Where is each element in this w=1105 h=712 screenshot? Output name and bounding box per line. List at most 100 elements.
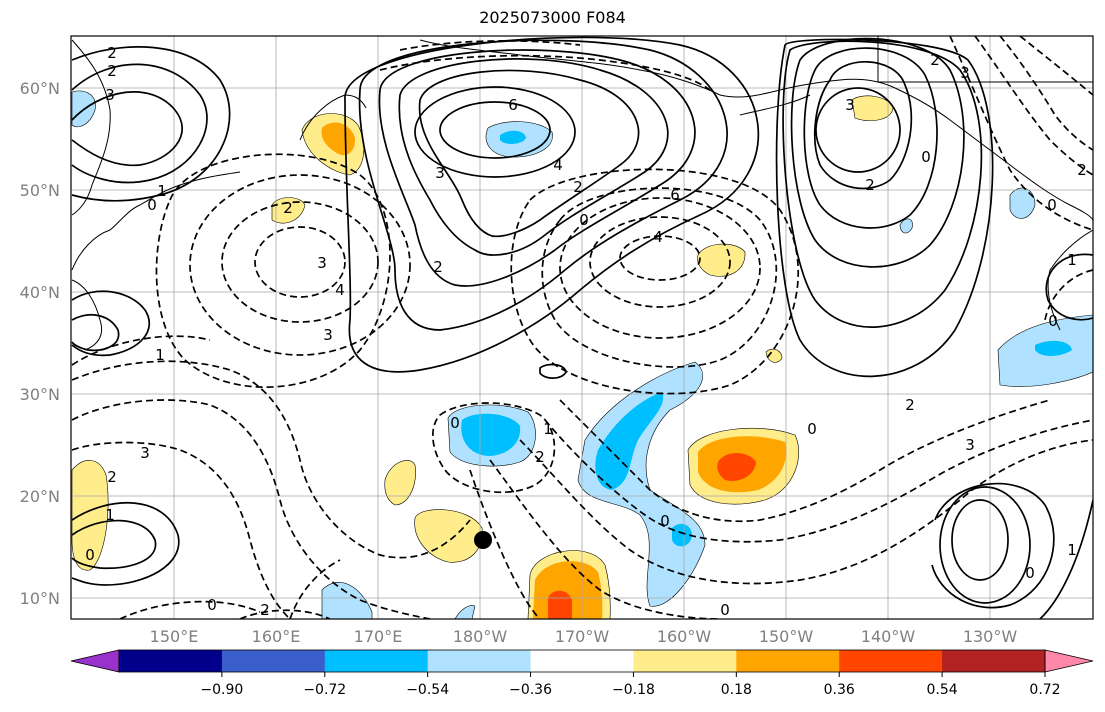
contour-label: 0 — [450, 414, 460, 432]
positive-anomaly-region — [717, 453, 756, 481]
contour-label: 0 — [1025, 564, 1035, 582]
colorbar-extend-min — [70, 649, 120, 673]
contour-label: 0 — [1048, 312, 1058, 330]
negative-anomaly-region — [454, 605, 476, 619]
colorbar: −0.90 −0.72 −0.54 −0.36 −0.18 0.18 0.36 0.54 0.7… — [70, 649, 1094, 698]
negative-anomaly-region — [500, 130, 526, 144]
contour-label: 1 — [1067, 541, 1077, 559]
grid-lines — [71, 36, 1093, 619]
contour-label: 4 — [335, 281, 345, 299]
lon-tick-label: 170°E — [354, 627, 403, 646]
contour-label: 0 — [921, 148, 931, 166]
colorbar-label: 0.54 — [927, 682, 958, 698]
colorbar-segment — [427, 650, 532, 672]
contour-label: 4 — [653, 228, 663, 246]
colorbar-label: 0.72 — [1029, 682, 1060, 698]
positive-anomaly-region — [697, 243, 746, 277]
colorbar-label: −0.72 — [303, 682, 346, 698]
contour-label: 3 — [317, 254, 327, 272]
map-title: 2025073000 F084 — [479, 8, 626, 27]
negative-anomaly-region — [1035, 340, 1072, 356]
colorbar-label: −0.18 — [612, 682, 655, 698]
latitude-axis: 60°N 50°N 40°N 30°N 20°N 10°N — [20, 79, 60, 608]
contour-label: 2 — [433, 258, 443, 276]
lon-tick-label: 170°W — [555, 627, 610, 646]
lon-tick-label: 180°W — [453, 627, 508, 646]
longitude-axis: 150°E 160°E 170°E 180°W 170°W 160°W 150°… — [150, 627, 1018, 646]
lon-tick-label: 160°E — [252, 627, 301, 646]
contour-label: 2 — [260, 601, 270, 619]
negative-anomaly-region — [595, 392, 664, 490]
contour-label: 2 — [107, 468, 117, 486]
contour-label: 6 — [508, 96, 518, 114]
colorbar-segment — [324, 650, 429, 672]
negative-anomaly-region — [1009, 187, 1036, 219]
contour-label: 2 — [107, 44, 117, 62]
lon-tick-label: 130°W — [963, 627, 1018, 646]
contour-label: 1 — [157, 182, 167, 200]
contour-label: 2 — [1077, 161, 1087, 179]
plot-frame — [70, 35, 1094, 620]
lat-tick-label: 20°N — [20, 487, 60, 506]
positive-anomaly-region — [765, 348, 783, 363]
negative-anomaly-region — [461, 413, 521, 456]
positive-anomaly-region — [321, 122, 356, 156]
contour-label: 1 — [1067, 251, 1077, 269]
contour-label: 0 — [660, 512, 670, 530]
contour-label: 2 — [905, 396, 915, 414]
negative-anomaly-region — [899, 218, 913, 234]
contour-label: 3 — [965, 436, 975, 454]
colorbar-segment — [839, 650, 943, 672]
contour-label: 3 — [435, 164, 445, 182]
contour-label: 3 — [105, 86, 115, 104]
positive-anomaly-region — [271, 197, 306, 224]
negative-contours — [71, 36, 1093, 619]
lon-tick-label: 150°W — [759, 627, 814, 646]
storm-marker — [474, 531, 492, 549]
colorbar-extend-max — [1044, 649, 1094, 673]
shading-layer — [71, 90, 1093, 619]
contour-label: 2 — [573, 178, 583, 196]
lat-tick-label: 60°N — [20, 79, 60, 98]
colorbar-segment — [119, 650, 223, 672]
positive-anomaly-region — [414, 509, 483, 563]
lon-tick-label: 140°W — [861, 627, 916, 646]
contour-label: 0 — [579, 211, 589, 229]
contour-label: 0 — [147, 196, 157, 214]
lon-tick-label: 150°E — [150, 627, 199, 646]
contour-label: 0 — [85, 546, 95, 564]
colorbar-label: −0.36 — [509, 682, 552, 698]
positive-anomaly-region — [548, 590, 572, 619]
contour-label: 0 — [207, 596, 217, 614]
colorbar-segment — [633, 650, 737, 672]
colorbar-segment — [736, 650, 840, 672]
negative-anomaly-region — [672, 523, 692, 547]
negative-anomaly-region — [577, 361, 706, 607]
contour-label: 1 — [105, 506, 115, 524]
contour-label: 1 — [543, 420, 553, 438]
contour-label: 2 — [865, 176, 875, 194]
colorbar-segment — [942, 650, 1046, 672]
colorbar-label: 0.18 — [721, 682, 752, 698]
contour-label: 2 — [107, 62, 117, 80]
contour-label: 3 — [960, 64, 970, 82]
lat-tick-label: 50°N — [20, 181, 60, 200]
contour-label: 6 — [670, 186, 680, 204]
negative-anomaly-region — [321, 582, 373, 619]
positive-contours — [71, 36, 1093, 619]
contour-label: 0 — [1047, 196, 1057, 214]
contour-label: 2 — [535, 448, 545, 466]
colorbar-label: −0.54 — [406, 682, 449, 698]
colorbar-label: −0.90 — [200, 682, 243, 698]
contour-label: 2 — [283, 199, 293, 217]
contour-label: 0 — [720, 601, 730, 619]
contour-label: 3 — [140, 444, 150, 462]
positive-anomaly-region — [384, 460, 416, 506]
lat-tick-label: 30°N — [20, 385, 60, 404]
colorbar-segment — [221, 650, 326, 672]
colorbar-segment — [530, 650, 634, 672]
lat-tick-label: 10°N — [20, 589, 60, 608]
contour-label: 3 — [845, 96, 855, 114]
